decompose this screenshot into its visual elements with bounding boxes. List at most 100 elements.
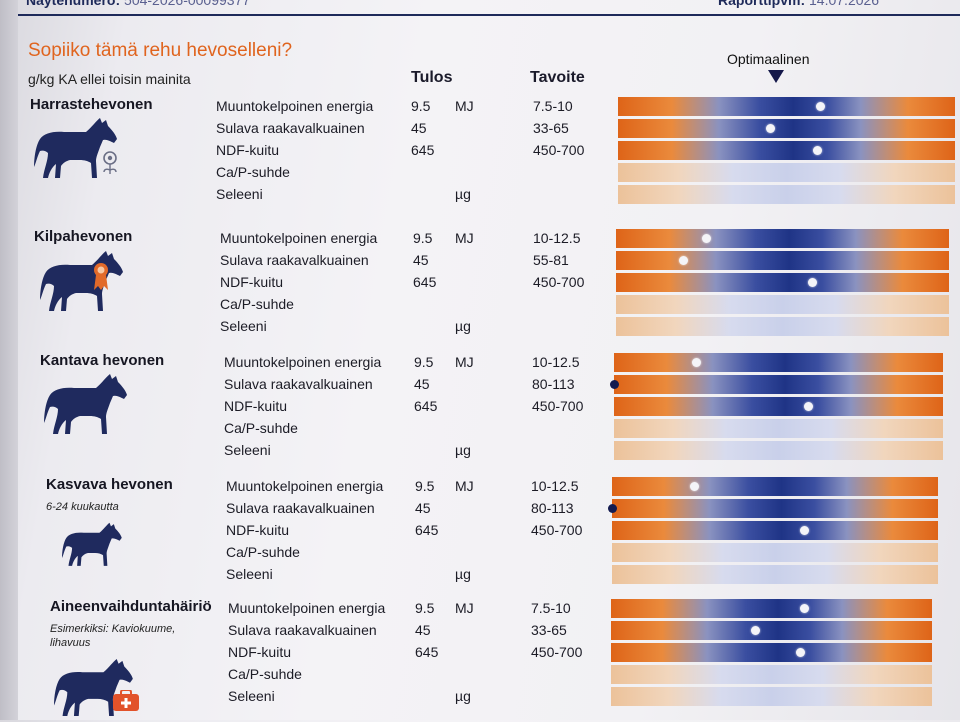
nutrient-row: Ca/P-suhde xyxy=(0,296,960,317)
range-bar xyxy=(614,419,943,438)
group-title: Kilpahevonen xyxy=(34,228,133,245)
range-bar xyxy=(614,397,943,416)
result-value: 645 xyxy=(415,522,439,538)
range-bar xyxy=(616,251,949,270)
flower-badge-icon xyxy=(100,150,120,181)
nutrient-label: Ca/P-suhde xyxy=(226,544,300,560)
target-range: 33-65 xyxy=(531,622,567,638)
page-title: Sopiiko tämä rehu hevoselleni? xyxy=(28,40,293,61)
nutrient-row: Muuntokelpoinen energia 9.5 MJ 7.5-10 xyxy=(0,98,960,119)
units-note: g/kg KA ellei toisin mainita xyxy=(28,71,191,87)
range-bar xyxy=(611,599,932,618)
result-marker xyxy=(679,256,688,265)
nutrient-row: NDF-kuitu 645 450-700 xyxy=(0,644,960,665)
result-marker xyxy=(692,358,701,367)
nutrient-row: Seleeni µg xyxy=(0,186,960,207)
target-range: 450-700 xyxy=(533,142,585,158)
nutrient-row: Muuntokelpoinen energia 9.5 MJ 10-12.5 xyxy=(0,478,960,499)
nutrient-label: Seleeni xyxy=(224,442,271,458)
nutrient-label: Muuntokelpoinen energia xyxy=(228,600,386,616)
target-range: 450-700 xyxy=(531,522,583,538)
target-range: 450-700 xyxy=(532,398,584,414)
group-subtitle: 6-24 kuukautta xyxy=(46,501,119,513)
nutrient-row: Ca/P-suhde xyxy=(0,420,960,441)
range-bar xyxy=(611,621,932,640)
result-value: 645 xyxy=(414,398,438,414)
result-value: 9.5 xyxy=(415,600,435,616)
result-value: 9.5 xyxy=(415,478,435,494)
nutrient-label: Seleeni xyxy=(226,566,273,582)
result-unit: MJ xyxy=(455,98,474,114)
result-unit: µg xyxy=(455,186,471,202)
result-marker xyxy=(816,102,825,111)
nutrient-row: Muuntokelpoinen energia 9.5 MJ 7.5-10 xyxy=(0,600,960,621)
nutrient-label: Seleeni xyxy=(220,318,267,334)
sample-number: Näytenumero: 504-2026-00099377 xyxy=(26,0,251,8)
target-range: 7.5-10 xyxy=(531,600,571,616)
range-bar xyxy=(618,141,955,160)
range-bar xyxy=(616,229,949,248)
column-header-result: Tulos xyxy=(411,69,453,86)
nutrient-label: NDF-kuitu xyxy=(228,644,292,660)
nutrient-row: NDF-kuitu 645 450-700 xyxy=(0,398,960,419)
nutrient-label: Sulava raakavalkuainen xyxy=(226,500,375,516)
nutrient-row: Sulava raakavalkuainen 45 33-65 xyxy=(0,120,960,141)
group-subtitle: Esimerkiksi: Kaviokuume, lihavuus xyxy=(50,623,176,649)
optimal-marker-icon xyxy=(768,70,784,83)
nutrient-label: NDF-kuitu xyxy=(226,522,290,538)
result-unit: µg xyxy=(455,442,471,458)
range-bar xyxy=(618,119,955,138)
range-bar xyxy=(618,163,955,182)
nutrient-label: Ca/P-suhde xyxy=(216,164,290,180)
screen-bezel xyxy=(0,0,18,720)
nutrient-row: Muuntokelpoinen energia 9.5 MJ 10-12.5 xyxy=(0,230,960,251)
medical-kit-badge-icon xyxy=(112,689,140,717)
column-header-target: Tavoite xyxy=(530,69,585,86)
nutrient-row: Ca/P-suhde xyxy=(0,544,960,565)
result-marker xyxy=(800,604,809,613)
nutrient-label: NDF-kuitu xyxy=(216,142,280,158)
result-marker xyxy=(608,504,617,513)
target-range: 10-12.5 xyxy=(532,354,580,370)
result-marker xyxy=(808,278,817,287)
range-bar xyxy=(612,565,938,584)
nutrient-row: NDF-kuitu 645 450-700 xyxy=(0,274,960,295)
result-value: 645 xyxy=(415,644,439,660)
target-range: 10-12.5 xyxy=(533,230,581,246)
result-marker xyxy=(804,402,813,411)
result-unit: µg xyxy=(455,566,471,582)
range-bar xyxy=(616,273,949,292)
range-bar xyxy=(616,295,949,314)
result-value: 45 xyxy=(414,376,430,392)
result-unit: µg xyxy=(455,688,471,704)
result-value: 45 xyxy=(415,500,431,516)
range-bar xyxy=(608,499,938,518)
target-range: 450-700 xyxy=(533,274,585,290)
nutrient-label: Muuntokelpoinen energia xyxy=(216,98,374,114)
result-value: 9.5 xyxy=(414,354,434,370)
result-value: 45 xyxy=(415,622,431,638)
result-marker xyxy=(800,526,809,535)
target-range: 55-81 xyxy=(533,252,569,268)
range-bar xyxy=(611,643,932,662)
result-unit: MJ xyxy=(455,354,474,370)
range-bar xyxy=(618,97,955,116)
nutrient-row: NDF-kuitu 645 450-700 xyxy=(0,142,960,163)
horse-icon xyxy=(62,522,122,572)
nutrient-label: Seleeni xyxy=(216,186,263,202)
target-range: 80-113 xyxy=(532,376,575,392)
group-title: Harrastehevonen xyxy=(30,96,153,113)
nutrient-row: Ca/P-suhde xyxy=(0,164,960,185)
result-marker xyxy=(796,648,805,657)
result-value: 45 xyxy=(411,120,427,136)
horse-icon xyxy=(44,373,128,440)
target-range: 33-65 xyxy=(533,120,569,136)
horse-icon xyxy=(34,117,118,184)
result-value: 645 xyxy=(413,274,437,290)
nutrient-label: Muuntokelpoinen energia xyxy=(224,354,382,370)
result-unit: µg xyxy=(455,318,471,334)
target-range: 10-12.5 xyxy=(531,478,579,494)
range-bar xyxy=(614,441,943,460)
nutrient-label: Sulava raakavalkuainen xyxy=(216,120,365,136)
nutrient-label: Muuntokelpoinen energia xyxy=(226,478,384,494)
